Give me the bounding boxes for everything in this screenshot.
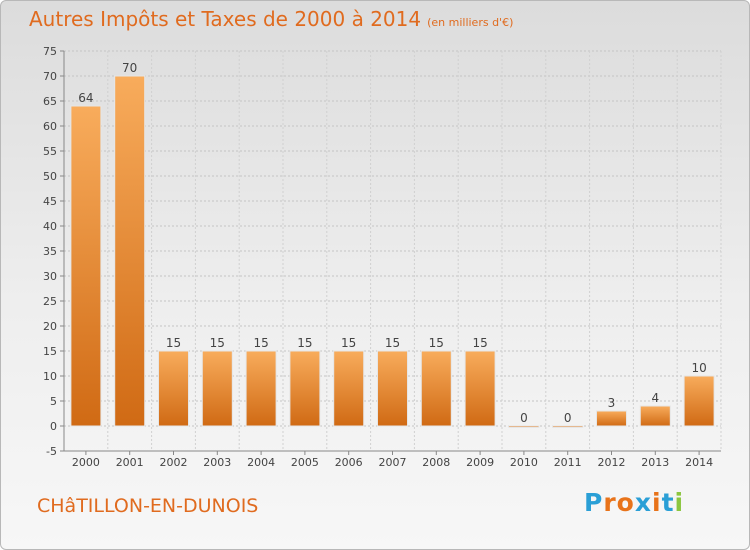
- bar: [245, 350, 277, 427]
- x-tick-label: 2010: [510, 456, 538, 469]
- y-tick-label: 55: [43, 145, 57, 158]
- y-tick-label: -5: [46, 445, 57, 458]
- data-label: 15: [429, 336, 444, 350]
- logo-letter: t: [661, 488, 675, 517]
- x-tick-label: 2012: [598, 456, 626, 469]
- data-label: 15: [210, 336, 225, 350]
- x-tick-label: 2006: [335, 456, 363, 469]
- y-tick-label: 65: [43, 95, 57, 108]
- bars: [70, 75, 715, 428]
- bar: [289, 350, 321, 427]
- data-label: 4: [651, 391, 659, 405]
- bar: [508, 425, 540, 428]
- bar: [639, 405, 671, 427]
- y-tick-label: 40: [43, 220, 57, 233]
- y-tick-label: 50: [43, 170, 57, 183]
- data-label: 15: [297, 336, 312, 350]
- bar: [420, 350, 452, 427]
- logo-letter: i: [652, 488, 662, 517]
- x-tick-label: 2004: [247, 456, 275, 469]
- data-label: 15: [253, 336, 268, 350]
- data-labels: 64 70 15 15 15 15 15 15 15 15 0 0 3 4 10: [78, 61, 706, 425]
- logo-letter: o: [616, 488, 635, 517]
- bar: [114, 75, 146, 427]
- logo-letter: r: [603, 488, 617, 517]
- chart-subtitle: (en milliers d'€): [427, 16, 514, 29]
- x-tick-label: 2007: [379, 456, 407, 469]
- x-tick-label: 2014: [685, 456, 713, 469]
- y-tick-label: 75: [43, 45, 57, 58]
- logo-letter: i: [674, 488, 685, 517]
- data-label: 10: [691, 361, 706, 375]
- y-tick-label: 10: [43, 370, 57, 383]
- x-tick-label: 2001: [116, 456, 144, 469]
- y-tick-label: 25: [43, 295, 57, 308]
- x-tick-label: 2005: [291, 456, 319, 469]
- data-label: 15: [472, 336, 487, 350]
- y-tick-label: 60: [43, 120, 57, 133]
- x-tick-label: 2003: [203, 456, 231, 469]
- y-tick-label: 30: [43, 270, 57, 283]
- chart-title: Autres Impôts et Taxes de 2000 à 2014 (en…: [29, 7, 513, 31]
- data-label: 0: [564, 411, 572, 425]
- x-tick-label: 2008: [422, 456, 450, 469]
- bar: [201, 350, 233, 427]
- bar: [377, 350, 408, 427]
- x-tick-label: 2011: [554, 456, 582, 469]
- data-label: 15: [341, 336, 356, 350]
- y-tick-label: 5: [50, 395, 57, 408]
- data-label: 0: [520, 411, 528, 425]
- y-tick-label: 35: [43, 245, 57, 258]
- x-tick-label: 2000: [72, 456, 100, 469]
- proxiti-logo: Proxiti: [584, 488, 684, 517]
- bar: [683, 375, 715, 427]
- commune-name: CHâTILLON-EN-DUNOIS: [37, 495, 259, 517]
- x-tick-label: 2002: [160, 456, 188, 469]
- bar: [596, 410, 627, 427]
- data-label: 3: [608, 396, 616, 410]
- y-tick-label: 70: [43, 70, 57, 83]
- data-label: 15: [166, 336, 181, 350]
- x-tick-label: 2009: [466, 456, 494, 469]
- bar: [70, 105, 102, 427]
- data-label: 15: [385, 336, 400, 350]
- data-label: 70: [122, 61, 137, 75]
- data-label: 64: [78, 91, 93, 105]
- logo-letter: P: [584, 488, 604, 517]
- bar: [333, 350, 365, 427]
- bar: [552, 425, 584, 428]
- x-tick-label: 2013: [641, 456, 669, 469]
- bar: [158, 350, 189, 427]
- y-tick-label: 20: [43, 320, 57, 333]
- bar: [464, 350, 496, 427]
- y-tick-label: 0: [50, 420, 57, 433]
- logo-letter: x: [634, 488, 652, 517]
- y-tick-label: 45: [43, 195, 57, 208]
- chart-title-text: Autres Impôts et Taxes de 2000 à 2014: [29, 7, 422, 31]
- y-tick-label: 15: [43, 345, 57, 358]
